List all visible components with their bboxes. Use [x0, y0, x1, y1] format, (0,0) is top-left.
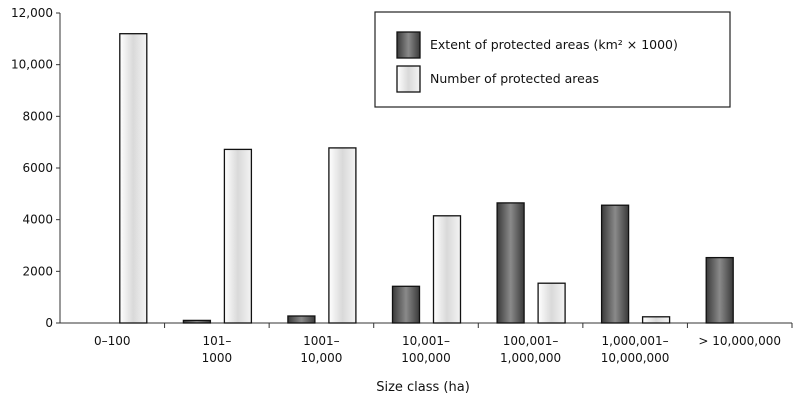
bar-extent: [705, 256, 734, 324]
y-tick-label: 6000: [22, 161, 53, 175]
y-axis: 0 2000 4000 6000 8000 10,000 12,000: [11, 6, 61, 330]
bar-extent: [496, 202, 525, 324]
x-tick-label: 1,000,001–: [602, 334, 669, 348]
bar-number: [119, 33, 148, 324]
x-tick-label: 10,000,000: [601, 351, 670, 365]
legend-box: [374, 11, 731, 108]
legend: Extent of protected areas (km² × 1000) Nu…: [374, 11, 731, 108]
bars-group: [119, 33, 734, 324]
x-tick-label: 1000: [202, 351, 233, 365]
x-tick-label: 10,000: [300, 351, 342, 365]
y-tick-label: 4000: [22, 213, 53, 227]
x-tick-label: 1001–: [303, 334, 340, 348]
x-tick-label: 10,001–: [402, 334, 450, 348]
y-tick-label: 10,000: [11, 58, 53, 72]
bar-number: [223, 148, 253, 324]
x-tick-label: 100,000: [401, 351, 451, 365]
bar-number: [641, 316, 671, 324]
x-axis-title: Size class (ha): [376, 380, 470, 395]
bar-extent: [182, 319, 212, 324]
legend-label: Extent of protected areas (km² × 1000): [430, 37, 678, 52]
y-tick-label: 8000: [22, 109, 53, 123]
y-tick-label: 2000: [22, 264, 53, 278]
bar-number: [328, 147, 357, 324]
bar-number: [537, 282, 566, 324]
y-tick-label: 0: [45, 316, 53, 330]
legend-label: Number of protected areas: [430, 71, 599, 86]
x-tick-label: > 10,000,000: [698, 334, 781, 348]
x-tick-label: 101–: [202, 334, 231, 348]
x-tick-label: 100,001–: [503, 334, 559, 348]
y-tick-label: 12,000: [11, 6, 53, 20]
legend-swatch: [396, 65, 421, 93]
bar-extent: [391, 285, 421, 324]
category-labels: 0–100 101– 1000 1001– 10,000 10,001– 100,000 10…: [94, 334, 781, 365]
x-tick-label: 0–100: [94, 334, 131, 348]
x-axis: [60, 322, 793, 328]
legend-swatch: [396, 31, 421, 59]
bar-extent: [600, 204, 630, 324]
x-tick-label: 1,000,000: [500, 351, 561, 365]
bar-extent: [287, 315, 316, 324]
bar-number: [432, 215, 462, 324]
